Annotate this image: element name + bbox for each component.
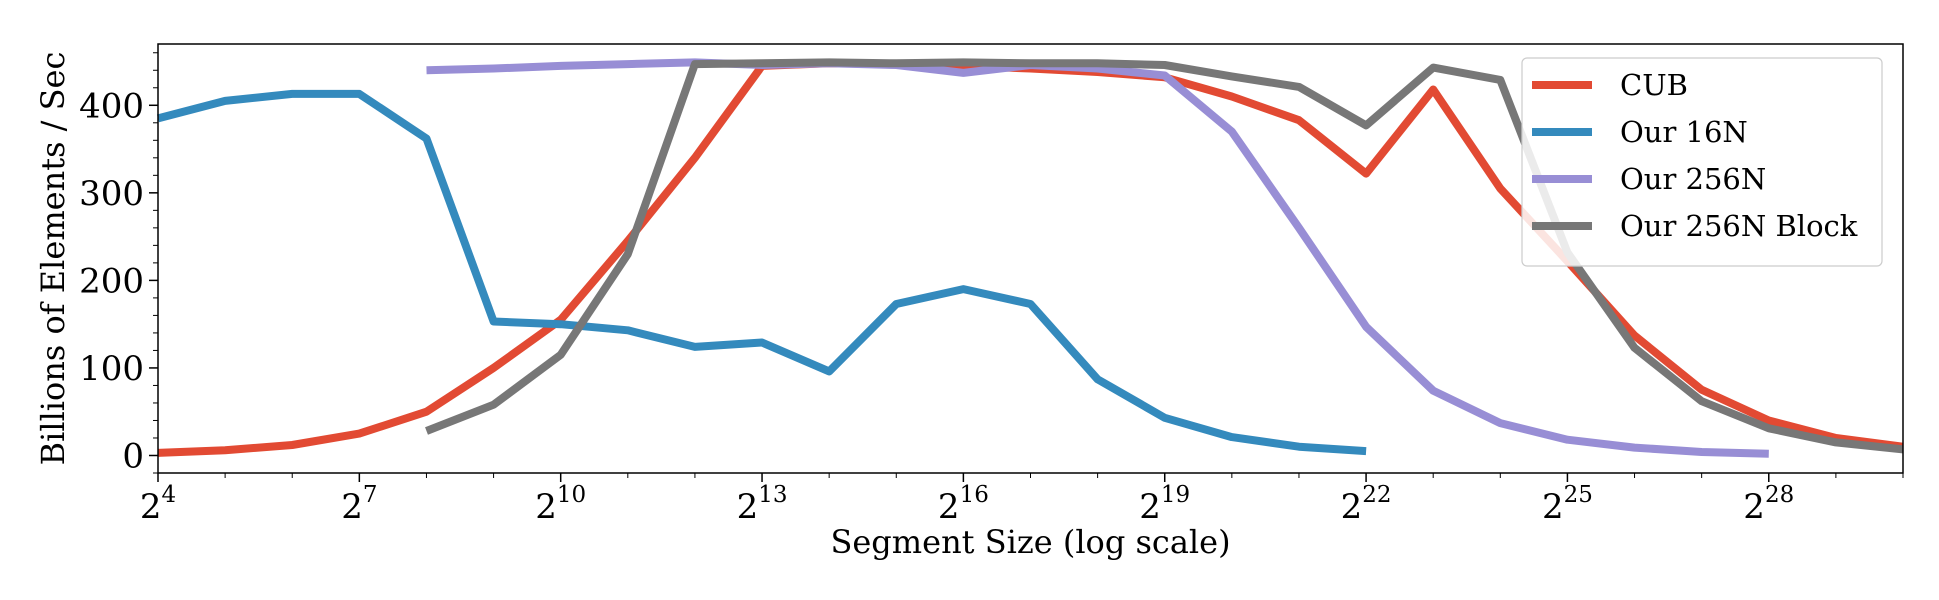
x-tick-exponent: 25 (1564, 482, 1593, 508)
x-tick-exponent: 19 (1161, 482, 1190, 508)
legend-label: Our 256N Block (1620, 209, 1858, 243)
series-line-our-256n (426, 58, 1769, 458)
x-tick-label: 228 (1743, 482, 1794, 527)
series-line-our-256n-block (425, 58, 1904, 454)
x-tick-base: 2 (1341, 487, 1363, 527)
x-tick-label: 24 (140, 482, 176, 527)
x-tick-label: 219 (1139, 482, 1190, 527)
x-tick-exponent: 7 (363, 482, 378, 508)
y-tick-label: 100 (79, 349, 144, 389)
legend: CUB Our 16N Our 256N Our 256N Block (1521, 57, 1883, 267)
y-axis: 0 100 200 300 400 (79, 52, 158, 476)
plot-lines (156, 58, 1904, 458)
legend-label: Our 256N (1620, 162, 1766, 196)
x-tick-exponent: 22 (1362, 482, 1391, 508)
x-tick-base: 2 (737, 487, 759, 527)
x-tick-label: 225 (1542, 482, 1593, 527)
x-tick-exponent: 16 (960, 482, 989, 508)
x-tick-label: 222 (1341, 482, 1392, 527)
x-tick-base: 2 (938, 487, 960, 527)
x-tick-exponent: 13 (758, 482, 787, 508)
legend-box (1521, 57, 1883, 267)
x-tick-label: 210 (535, 482, 586, 527)
y-tick-label: 300 (79, 174, 144, 214)
x-tick-base: 2 (535, 487, 557, 527)
x-tick-base: 2 (1139, 487, 1161, 527)
x-axis-label: Segment Size (log scale) (830, 523, 1230, 561)
x-tick-base: 2 (1542, 487, 1564, 527)
x-tick-base: 2 (1743, 487, 1765, 527)
x-tick-base: 2 (140, 487, 162, 527)
x-tick-exponent: 28 (1765, 482, 1794, 508)
x-tick-label: 216 (938, 482, 989, 527)
x-tick-label: 213 (737, 482, 788, 527)
y-axis-label: Billions of Elements / Sec (34, 52, 72, 466)
y-tick-label: 400 (79, 86, 144, 126)
legend-label: CUB (1620, 68, 1688, 102)
y-tick-label: 200 (79, 261, 144, 301)
legend-label: Our 16N (1620, 115, 1748, 149)
x-tick-exponent: 4 (162, 482, 177, 508)
x-axis: 24 27 210 213 216 219 222 225 228 (140, 473, 1904, 527)
x-tick-base: 2 (341, 487, 363, 527)
x-tick-label: 27 (341, 482, 377, 527)
y-tick-label: 0 (122, 436, 144, 476)
series-line-our-16n (156, 89, 1367, 456)
x-tick-exponent: 10 (557, 482, 586, 508)
